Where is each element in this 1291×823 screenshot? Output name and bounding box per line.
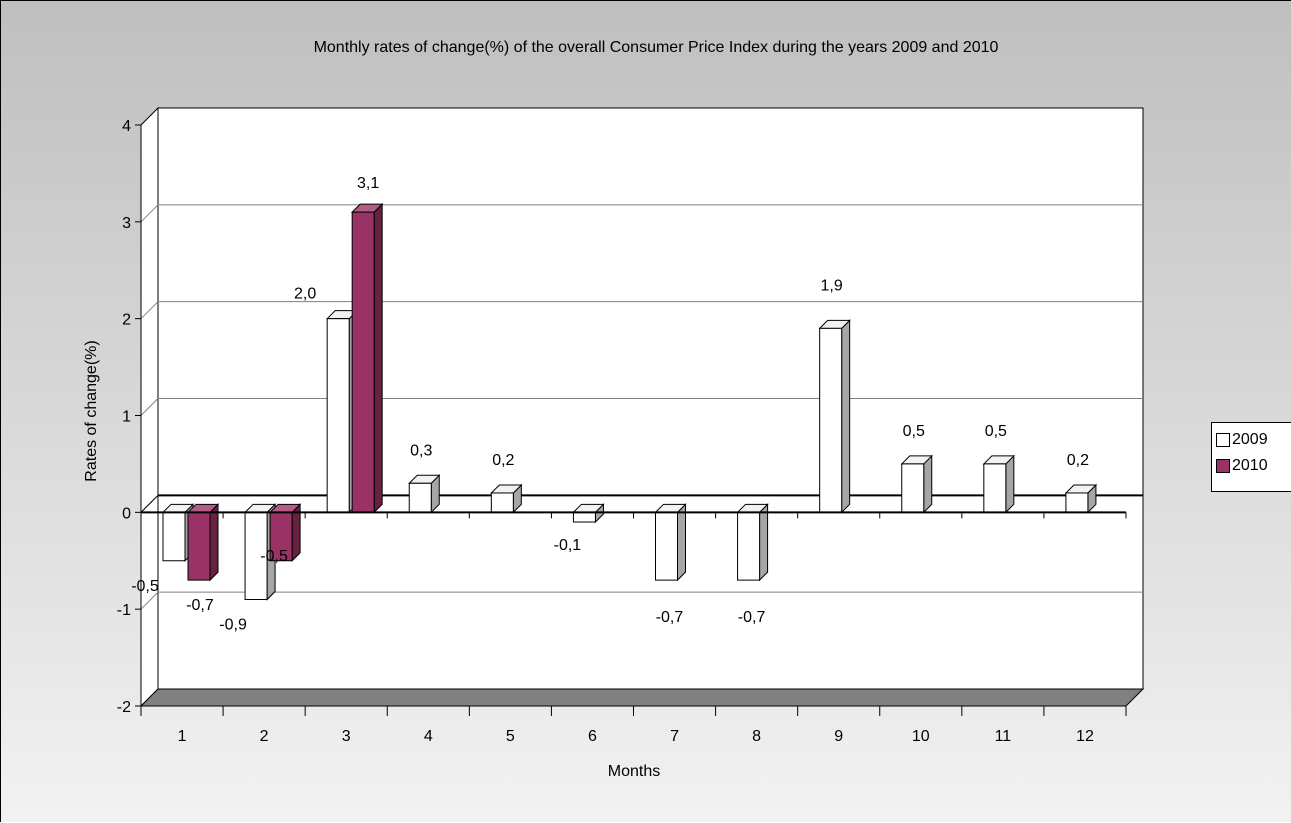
bar-2009-8-side [759,503,769,582]
x-tick-label: 8 [752,728,761,745]
data-label: 1,9 [821,277,843,294]
bar-2010-3-side [373,202,383,514]
bar-2009-7 [655,511,678,581]
gridline-side [140,591,159,610]
bar-2009-12 [1065,492,1089,513]
bar-2009-6 [572,511,596,523]
bar-2009-10 [901,463,925,513]
y-tick-label: 2 [122,312,131,329]
bar-2009-8 [737,511,761,581]
legend-swatch-2010 [1216,459,1230,473]
gridline-side [140,301,159,320]
legend-item-2010: 2010 [1216,455,1268,477]
data-label: 3,1 [357,175,379,192]
bar-2009-9-side [841,319,851,514]
data-label: -0,7 [186,597,214,614]
data-label: 0,3 [410,442,432,459]
x-tick-label: 1 [178,728,187,745]
bar-2010-3 [351,211,375,513]
x-tick-label: 2 [260,728,269,745]
bar-2009-10-side [923,454,933,514]
data-label: 0,5 [985,423,1007,440]
floor [139,688,1145,707]
data-label: -0,7 [656,609,684,626]
x-axis-label: Months [608,763,660,780]
gridline-side [140,204,159,223]
bar-2009-9 [819,327,843,513]
data-label: -0,7 [738,609,766,626]
bar-2009-3 [326,318,350,513]
y-axis-label: Rates of change(%) [83,340,100,481]
data-label: 0,2 [492,452,514,469]
x-tick-label: 12 [1076,728,1094,745]
data-label: 0,5 [903,423,925,440]
bar-2009-11-side [1005,454,1015,514]
x-tick-label: 6 [588,728,597,745]
data-label: -0,9 [219,616,247,633]
bar-2010-1-side [209,503,219,582]
y-tick-label: 4 [122,118,131,135]
x-tick-label: 7 [670,728,679,745]
bar-2010-1 [187,511,211,581]
y-tick-label: -2 [117,699,131,716]
y-tick-label: 0 [122,505,131,522]
y-tick-label: 3 [122,215,131,232]
x-tick-label: 4 [424,728,433,745]
data-label: -0,1 [554,537,582,554]
legend-item-2009: 2009 [1216,429,1268,451]
data-label: 0,2 [1067,452,1089,469]
legend: 2009 2010 [1211,422,1291,492]
bar-2009-11 [983,463,1007,513]
x-tick-label: 5 [506,728,515,745]
legend-swatch-2009 [1216,433,1230,447]
y-tick-label: 1 [122,409,131,426]
gridline-side [140,398,159,416]
y-tick-label: -1 [117,602,131,619]
bar-2009-7-side [677,503,686,582]
data-label: -0,5 [131,578,159,595]
data-label: 2,0 [294,286,316,303]
x-tick-label: 3 [342,728,351,745]
chart-title: Monthly rates of change(%) of the overal… [314,39,999,56]
bar-2009-1 [162,511,186,562]
x-tick-label: 10 [912,728,930,745]
x-tick-label: 11 [995,728,1012,745]
data-label: -0,5 [260,548,288,565]
legend-label-2009: 2009 [1232,431,1268,448]
x-tick-label: 9 [834,728,843,745]
bar-2009-4 [408,482,432,513]
legend-label-2010: 2010 [1232,457,1268,474]
zero-line-side [140,494,159,513]
bar-2009-5 [490,492,514,513]
